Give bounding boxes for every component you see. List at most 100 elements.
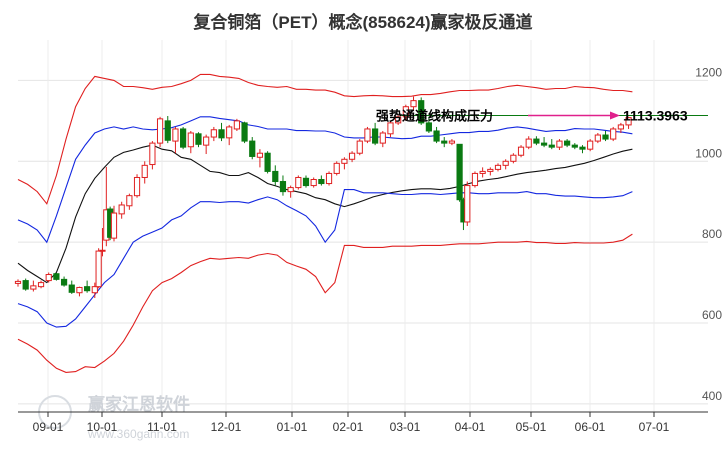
candle-body xyxy=(133,176,141,197)
candle-body xyxy=(233,120,240,130)
candle-body xyxy=(164,120,171,141)
x-tick-label: 04-01 xyxy=(455,420,486,434)
candle-body xyxy=(241,122,248,142)
x-tick-label: 06-01 xyxy=(575,420,606,434)
band-lower-outer xyxy=(17,233,633,373)
candle-body xyxy=(37,282,45,288)
candle-body xyxy=(617,124,624,130)
candle-body xyxy=(433,130,440,142)
candle-body xyxy=(249,140,256,157)
candle-body xyxy=(456,143,463,201)
annotation-value: 1113.3963 xyxy=(623,107,688,123)
y-axis-ticks: 400 600 800 1000 1200 xyxy=(695,65,722,402)
candle-body xyxy=(264,152,271,172)
candle-body xyxy=(448,140,456,144)
candle-body xyxy=(302,177,310,187)
candle-body xyxy=(180,128,187,148)
candle-body xyxy=(441,140,448,144)
candle-body xyxy=(425,122,432,132)
candle-body xyxy=(594,134,601,142)
candle-body xyxy=(53,273,60,280)
chart-title: 复合铜箔（PET）概念(858624)赢家极反通道 xyxy=(193,13,533,32)
x-tick-label: 07-01 xyxy=(639,420,670,434)
candle-body xyxy=(156,118,164,144)
candle-body xyxy=(571,144,578,148)
candle-body xyxy=(479,170,486,174)
candle-body xyxy=(195,133,202,145)
candle-body xyxy=(540,142,548,146)
annotation-label: 强势通道线构成压力 xyxy=(376,108,493,123)
candle-body xyxy=(95,250,102,288)
channel-bands xyxy=(17,73,633,373)
candle-body xyxy=(30,285,37,290)
candle-body xyxy=(502,160,509,166)
candle-body xyxy=(22,280,29,290)
y-tick-label: 800 xyxy=(702,227,722,241)
candle-body xyxy=(471,172,479,187)
y-tick-label: 600 xyxy=(702,308,722,322)
resistance-annotation: 强势通道线构成压力 1113.3963 xyxy=(376,107,708,123)
candle-body xyxy=(45,274,52,282)
candle-body xyxy=(402,106,409,118)
candle-body xyxy=(84,286,91,292)
candle-body xyxy=(333,162,340,174)
band-lower-inner xyxy=(17,189,633,328)
candle-body xyxy=(149,142,156,166)
candle-body xyxy=(587,140,594,150)
candle-body xyxy=(14,280,22,284)
candle-body xyxy=(464,185,471,223)
candle-body xyxy=(625,117,632,126)
x-axis: 09-01 10-01 11-01 12-01 01-01 02-01 03-01 04-01… xyxy=(18,411,708,434)
candle-body xyxy=(387,122,394,135)
candle-body xyxy=(341,158,348,164)
candle-body xyxy=(91,286,98,294)
x-tick-label: 03-01 xyxy=(390,420,421,434)
candle-body xyxy=(141,164,148,178)
y-tick-label: 400 xyxy=(702,389,722,403)
candle-body xyxy=(210,129,217,138)
candle-body xyxy=(418,100,425,124)
candle-body xyxy=(348,152,356,160)
candle-body xyxy=(218,129,225,139)
candle-body xyxy=(68,284,75,293)
candle-body xyxy=(172,128,179,142)
candle-body xyxy=(510,154,517,162)
candle-body xyxy=(118,204,125,215)
candle-body xyxy=(60,278,68,286)
y-tick-label: 1000 xyxy=(695,146,722,160)
candle-body xyxy=(295,176,302,189)
candle-body xyxy=(395,116,402,124)
candle-body xyxy=(187,132,194,148)
candle-body xyxy=(533,138,540,144)
watermark-url: www.360gann.com xyxy=(87,427,189,441)
candle-body xyxy=(203,136,210,146)
candle-body xyxy=(525,138,532,148)
x-tick-label: 09-01 xyxy=(33,420,64,434)
candle-body xyxy=(325,172,333,185)
candle-body xyxy=(579,146,586,150)
watermark-brand: 赢家江恩软件 xyxy=(88,394,190,414)
x-tick-label: 11-01 xyxy=(147,420,177,434)
candle-body xyxy=(99,249,106,252)
annotation-arrowhead xyxy=(610,111,620,120)
candle-body xyxy=(379,132,386,144)
candle-body xyxy=(272,170,279,183)
x-tick-label: 05-01 xyxy=(516,420,547,434)
candle-body xyxy=(126,195,133,207)
candle-body xyxy=(356,140,363,154)
x-tick-label: 02-01 xyxy=(333,420,364,434)
candle-body xyxy=(318,179,325,185)
candlesticks xyxy=(14,96,632,298)
candle-body xyxy=(610,128,617,140)
band-upper-outer xyxy=(17,73,633,205)
band-center xyxy=(17,144,633,284)
candle-body xyxy=(564,140,571,146)
candle-body xyxy=(287,187,294,193)
candle-body xyxy=(602,134,609,140)
candle-body xyxy=(279,181,287,193)
candle-body xyxy=(372,128,379,144)
candle-body xyxy=(256,152,264,158)
x-tick-label: 10-01 xyxy=(87,420,118,434)
candle-body xyxy=(556,140,563,148)
